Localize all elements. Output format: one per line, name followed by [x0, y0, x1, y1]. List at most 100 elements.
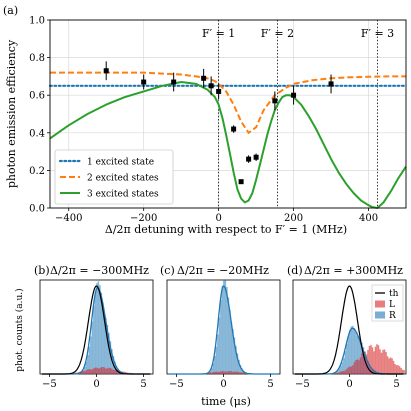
hist-bar-L	[349, 366, 351, 374]
data-point	[171, 79, 177, 85]
panel-label-a: (a)	[3, 4, 18, 17]
hist-bar-L	[93, 368, 95, 374]
hist-bar-L	[220, 371, 222, 374]
title-c: Δ/2π = −20MHz	[177, 264, 269, 277]
hist-bar-L	[364, 351, 366, 374]
hist-bar-R	[212, 363, 215, 374]
resonance-label: F′ = 3	[361, 27, 394, 40]
legend-swatch-R	[375, 311, 385, 319]
hist-bar-R	[233, 337, 236, 374]
hist-bar-R	[340, 365, 342, 374]
hist-bar-R	[87, 355, 89, 374]
hist-bar-R	[241, 368, 243, 374]
hist-bar-L	[214, 371, 216, 374]
theory-curve	[294, 285, 404, 375]
hist-bar-R	[84, 366, 86, 374]
hist-bar-L	[344, 370, 347, 374]
hist-bar-R	[102, 302, 104, 374]
data-point	[216, 88, 222, 94]
hist-bar-L	[379, 349, 381, 374]
hist-bar-L	[373, 351, 375, 374]
hist-bar-L	[389, 357, 392, 374]
y-tick-label: 0.4	[29, 128, 45, 139]
hist-bar-L	[208, 372, 210, 374]
series-line-solid	[49, 81, 407, 209]
y-tick-label: 0.0	[29, 204, 45, 215]
hist-bar-L	[82, 371, 85, 374]
y-tick-label: 0.6	[29, 91, 45, 102]
hist-bar-R	[338, 368, 341, 374]
hist-bar-L	[209, 372, 212, 374]
data-point	[103, 68, 109, 74]
legend-swatch-L	[375, 300, 385, 308]
hist-bar-R	[99, 285, 101, 374]
legend-a: 1 excited state 2 excited states 3 excited…	[54, 149, 174, 205]
legend-label: 1 excited state	[87, 158, 154, 168]
hist-bar-L	[391, 358, 393, 374]
hist-bar-L	[370, 344, 372, 374]
hist-bar-L	[108, 367, 110, 374]
hist-bar-L	[335, 372, 338, 374]
hist-bar-L	[377, 345, 380, 374]
hist-bar-L	[97, 368, 100, 374]
x-tick-label: 0	[215, 213, 221, 224]
hist-bar-L	[241, 372, 243, 374]
x-tick-label: −400	[55, 213, 82, 224]
ylabel-a: photon emission efficiency	[5, 39, 18, 188]
hist-bar-R	[229, 310, 231, 374]
title-d: Δ/2π = +300MHz	[304, 264, 403, 277]
legend-label: 3 excited states	[87, 190, 159, 200]
hist-bar-L	[355, 360, 357, 374]
hist-bar-R	[94, 291, 97, 374]
theory-curve	[41, 285, 151, 375]
x-tick-label: 400	[359, 213, 378, 224]
hist-bar-R	[96, 283, 98, 374]
xlabel-histograms: time (μs)	[201, 395, 251, 408]
hist-bar-L	[212, 372, 215, 374]
hist-bar-R	[349, 330, 351, 374]
data-point	[291, 92, 297, 98]
hist-bar-L	[227, 371, 230, 374]
hist-bar-L	[337, 372, 339, 374]
x-tick-label: 200	[284, 213, 303, 224]
hist-bar-L	[392, 360, 395, 374]
hist-bar-R	[356, 335, 359, 374]
hist-bar-R	[109, 341, 112, 374]
data-point	[238, 179, 244, 185]
hist-bar-R	[224, 280, 227, 374]
hist-bar-R	[217, 334, 219, 374]
hist-bar-L	[242, 372, 245, 374]
hist-bar-L	[221, 371, 224, 374]
hist-bar-L	[239, 372, 242, 374]
hist-bar-L	[102, 366, 104, 374]
hist-bar-L	[362, 351, 365, 374]
hist-bar-L	[96, 367, 98, 374]
x-tick-label: 5	[267, 379, 273, 390]
hist-bar-L	[380, 352, 383, 374]
hist-bar-L	[385, 351, 387, 374]
hist-bar-L	[383, 349, 386, 374]
hist-bar-L	[350, 366, 353, 374]
legend-label: L	[389, 300, 395, 310]
hist-bar-L	[386, 356, 389, 374]
hist-bar-L	[81, 371, 83, 374]
x-tick-label: −5	[295, 379, 310, 390]
hist-bar-L	[347, 367, 350, 374]
hist-bar-L	[341, 371, 344, 374]
hist-bar-L	[215, 371, 218, 374]
hist-bar-R	[337, 370, 339, 374]
title-b: Δ/2π = −300MHz	[50, 264, 149, 277]
xlabel-a: Δ/2π detuning with respect to F′ = 1 (MH…	[105, 223, 347, 236]
hist-bar-L	[90, 369, 92, 374]
hist-bar-L	[356, 359, 359, 374]
hist-bar-L	[352, 365, 354, 374]
hist-bar-L	[114, 369, 116, 374]
hist-bar-L	[111, 368, 113, 374]
hist-bar-L	[394, 364, 396, 374]
legend-label: 2 excited states	[87, 174, 159, 184]
hist-bar-L	[105, 368, 107, 374]
hist-bar-L	[371, 347, 374, 374]
x-tick-label: 5	[393, 379, 399, 390]
